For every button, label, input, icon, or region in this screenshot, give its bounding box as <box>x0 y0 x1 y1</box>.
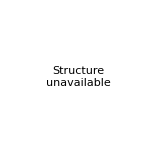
Text: Structure
unavailable: Structure unavailable <box>46 66 110 88</box>
